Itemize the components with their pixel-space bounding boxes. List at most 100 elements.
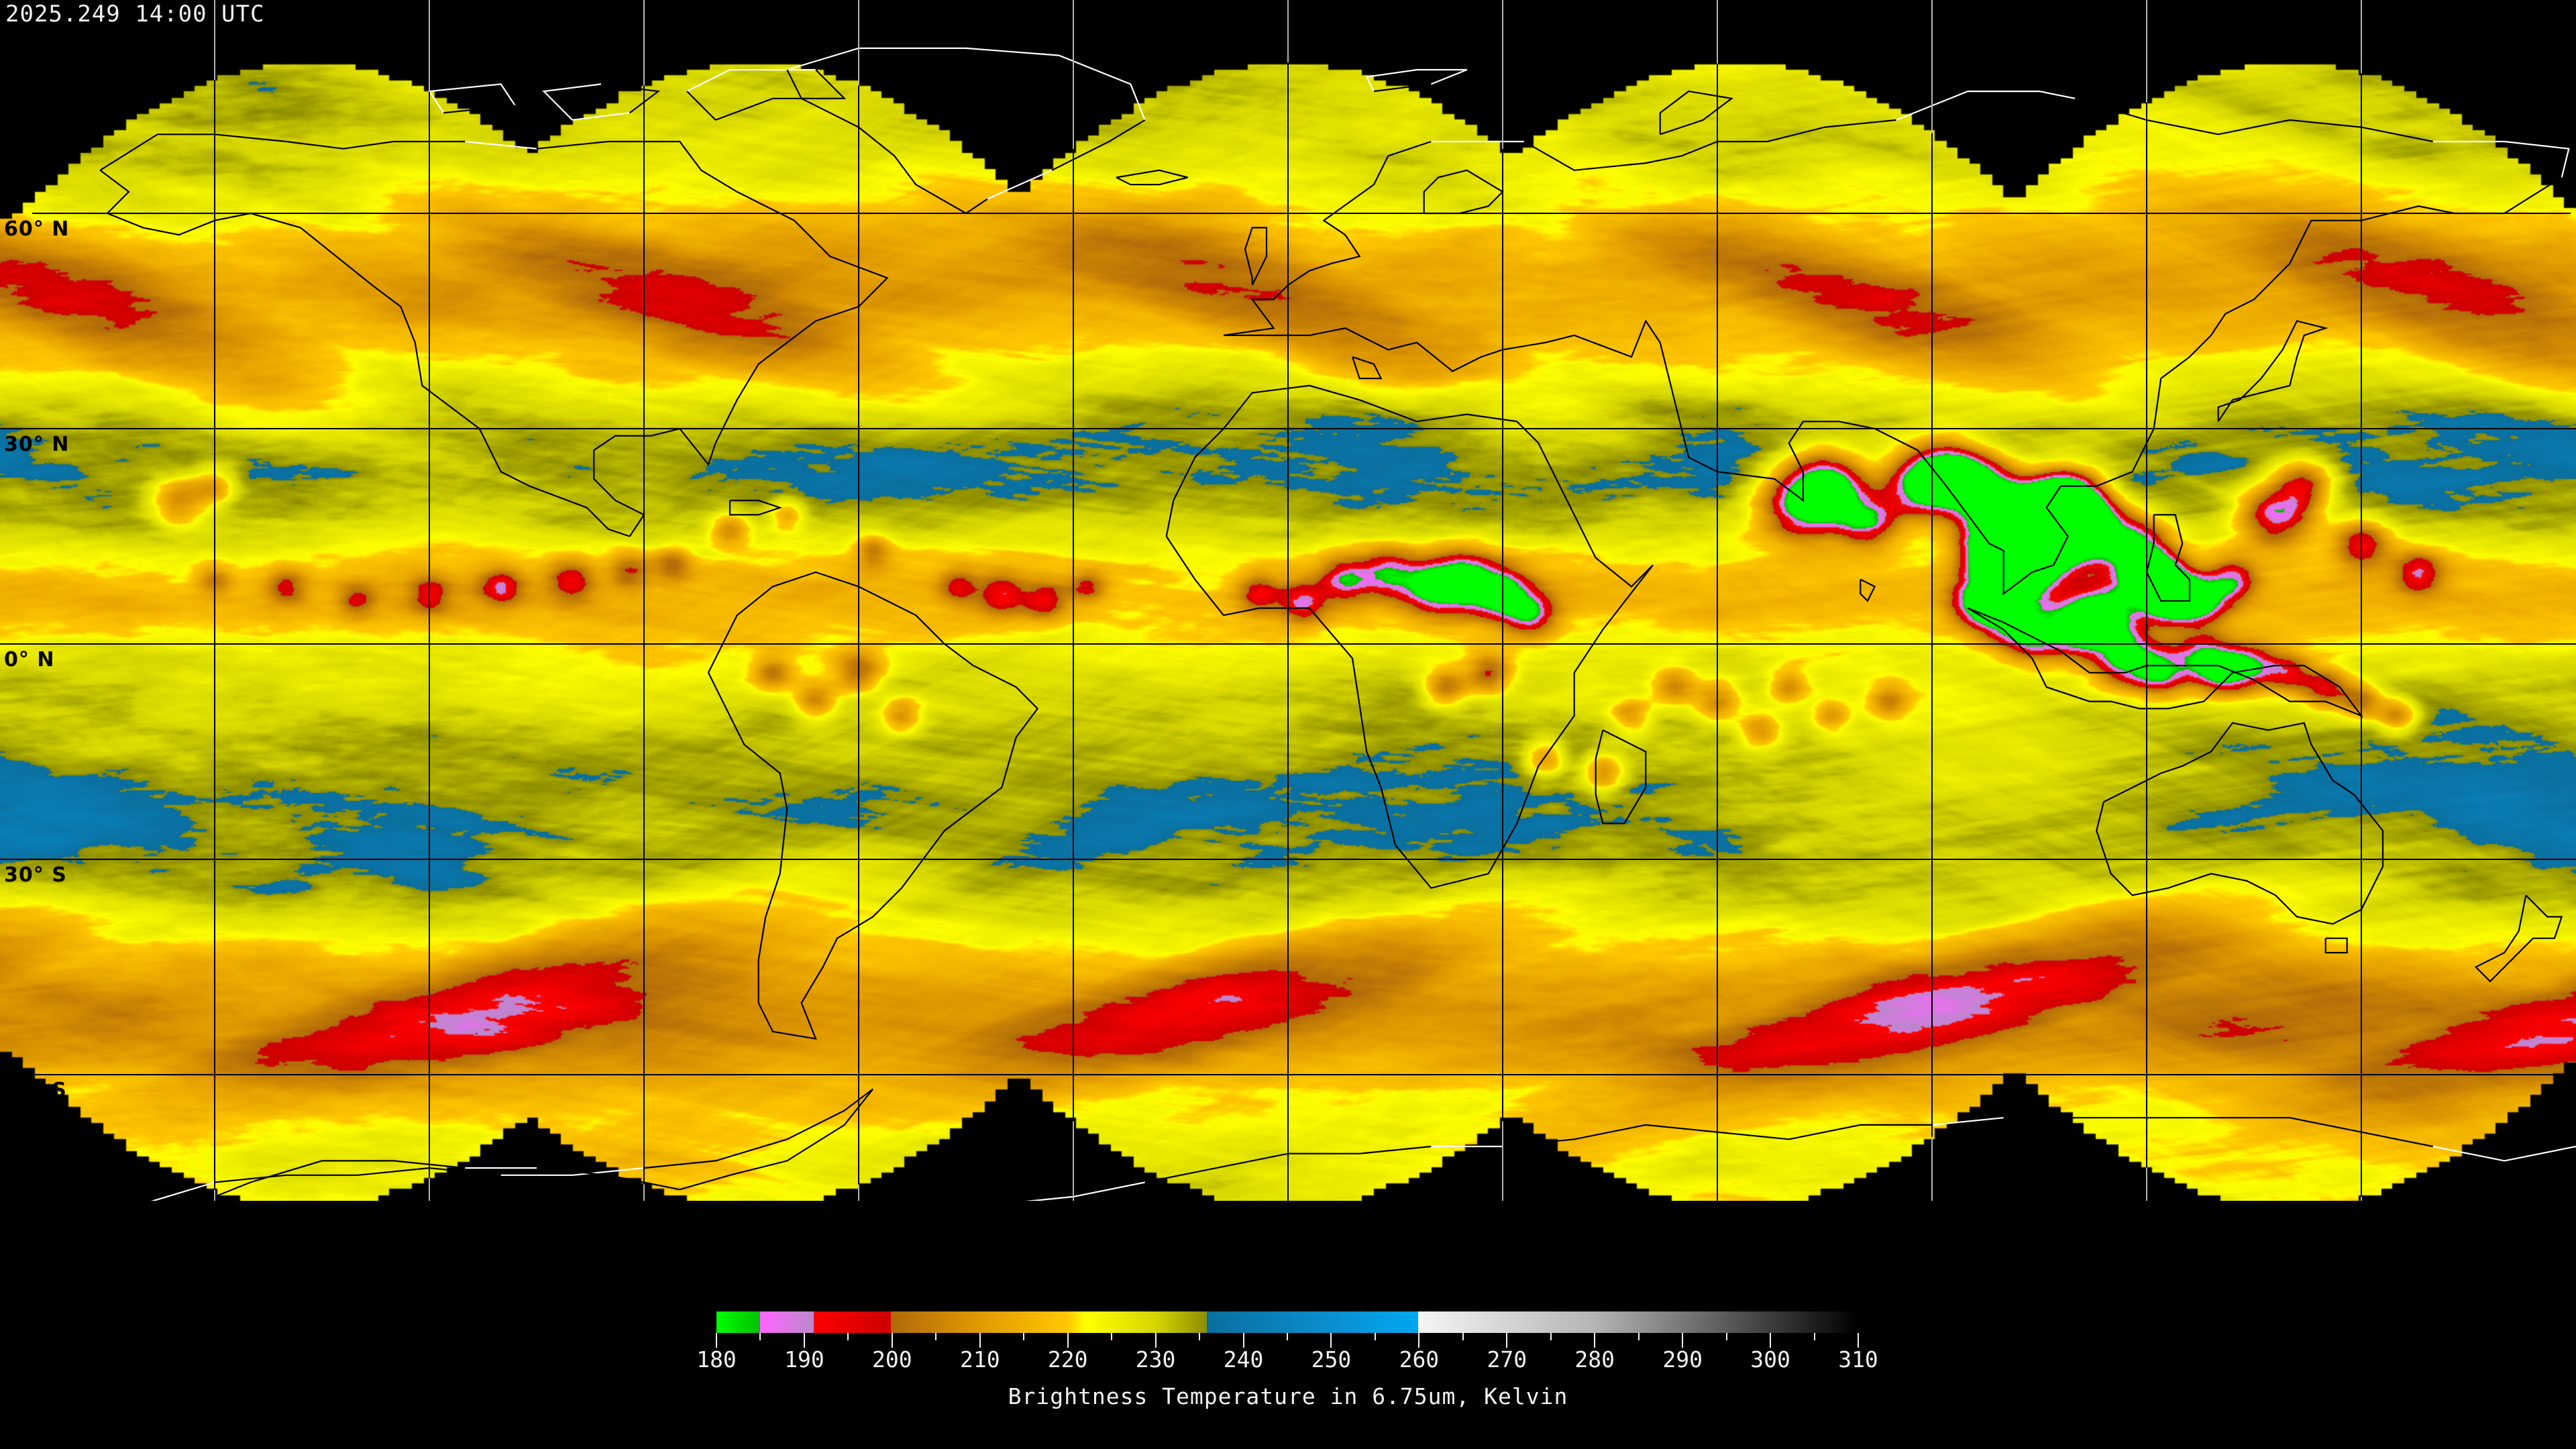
colorbar-segment	[1844, 1311, 1849, 1333]
coastline-path-12	[2474, 894, 2563, 983]
colorbar-segment	[1263, 1311, 1268, 1333]
coastline-path-0	[99, 169, 631, 537]
coastline-path-11	[2324, 937, 2348, 954]
colorbar-segment	[904, 1311, 909, 1333]
colorbar-segment	[1206, 1311, 1211, 1333]
colorbar-segment	[1569, 1311, 1574, 1333]
colorbar-segment	[770, 1311, 775, 1333]
colorbar-minor-tick	[1550, 1333, 1552, 1340]
colorbar-segment	[1388, 1311, 1393, 1333]
coastline-path-13	[1967, 607, 2364, 718]
colorbar-segment	[1186, 1311, 1191, 1333]
colorbar-segment	[894, 1311, 899, 1333]
colorbar-segment	[1515, 1311, 1520, 1333]
colorbar-segment	[804, 1311, 808, 1333]
colorbar-segment	[844, 1311, 849, 1333]
colorbar-segment	[1069, 1311, 1073, 1333]
colorbar-segment	[934, 1311, 939, 1333]
colorbar-segment	[1230, 1311, 1234, 1333]
colorbar-segment	[1710, 1311, 1715, 1333]
colorbar-segment	[1314, 1311, 1319, 1333]
colorbar-minor-tick	[1374, 1333, 1376, 1340]
colorbar-segment	[877, 1311, 882, 1333]
colorbar-segment	[1747, 1311, 1752, 1333]
coastline-path-15	[150, 1181, 215, 1201]
colorbar-minor-tick	[847, 1333, 849, 1340]
colorbar-segment	[1542, 1311, 1547, 1333]
colorbar-segment	[1149, 1311, 1154, 1333]
colorbar-segment	[790, 1311, 795, 1333]
colorbar-segment	[1348, 1311, 1352, 1333]
colorbar-segment	[1375, 1311, 1379, 1333]
colorbar-segment	[1629, 1311, 1634, 1333]
colorbar-segment	[1532, 1311, 1537, 1333]
colorbar-segment	[1129, 1311, 1134, 1333]
colorbar-segment	[928, 1311, 932, 1333]
coastline-path-2	[987, 169, 1053, 200]
colorbar-segment	[931, 1311, 936, 1333]
colorbar-segment	[1331, 1311, 1336, 1333]
colorbar-segment	[1512, 1311, 1517, 1333]
colorbar-segment	[1854, 1311, 1859, 1333]
colorbar-minor-tick	[1199, 1333, 1201, 1340]
colorbar-segment	[884, 1311, 889, 1333]
colorbar-segment	[1479, 1311, 1483, 1333]
colorbar-segment	[1146, 1311, 1150, 1333]
colorbar-segment	[1328, 1311, 1332, 1333]
colorbar-segment	[1804, 1311, 1809, 1333]
colorbar-segment	[1122, 1311, 1127, 1333]
colorbar-segment	[1589, 1311, 1594, 1333]
colorbar-segment	[1442, 1311, 1446, 1333]
colorbar-segment	[733, 1311, 738, 1333]
colorbar-segment	[1273, 1311, 1278, 1333]
coastline-path-15	[536, 1088, 874, 1191]
colorbar-segment	[1707, 1311, 1711, 1333]
colorbar-segment	[1092, 1311, 1097, 1333]
coastline-path-5	[1523, 119, 1896, 171]
colorbar-segment	[1132, 1311, 1137, 1333]
coastline-path-18	[1116, 169, 1188, 186]
colorbar-tick-label: 240	[1223, 1346, 1264, 1373]
colorbar-segment	[985, 1311, 989, 1333]
colorbar-segment	[1807, 1311, 1812, 1333]
colorbar-segment	[1152, 1311, 1157, 1333]
colorbar-segment	[1082, 1311, 1087, 1333]
colorbar-tick-label: 200	[872, 1346, 912, 1373]
colorbar-segment	[998, 1311, 1003, 1333]
colorbar-segment	[975, 1311, 979, 1333]
colorbar-segment	[1421, 1311, 1426, 1333]
colorbar-segment	[1049, 1311, 1053, 1333]
colorbar-segment	[1700, 1311, 1705, 1333]
colorbar-segment	[1730, 1311, 1735, 1333]
colorbar-segment	[1847, 1311, 1852, 1333]
colorbar[interactable]	[716, 1311, 1859, 1333]
colorbar-segment	[988, 1311, 993, 1333]
colorbar-segment	[1727, 1311, 1731, 1333]
colorbar-segment	[830, 1311, 835, 1333]
colorbar-segment	[834, 1311, 839, 1333]
colorbar-segment	[881, 1311, 885, 1333]
colorbar-tick-label: 190	[784, 1346, 824, 1373]
coastline-path-21	[715, 69, 847, 121]
colorbar-segment	[1401, 1311, 1406, 1333]
colorbar-segment	[1381, 1311, 1386, 1333]
colorbar-major-tick	[1682, 1333, 1684, 1348]
colorbar-segment	[1318, 1311, 1322, 1333]
colorbar-segment	[1052, 1311, 1057, 1333]
coastline-path-15	[500, 1167, 645, 1176]
colorbar-segment	[1562, 1311, 1567, 1333]
colorbar-segment	[847, 1311, 852, 1333]
colorbar-segment	[1790, 1311, 1795, 1333]
colorbar-segment	[854, 1311, 859, 1333]
coastline-path-20	[542, 83, 602, 121]
colorbar-segment	[951, 1311, 956, 1333]
colorbar-major-tick	[1858, 1333, 1859, 1348]
map-panel[interactable]	[0, 0, 2576, 1201]
colorbar-segment	[924, 1311, 929, 1333]
coastline-path-5	[2432, 140, 2570, 178]
colorbar-segment	[1777, 1311, 1782, 1333]
colorbar-segment	[1344, 1311, 1349, 1333]
colorbar-segment	[780, 1311, 785, 1333]
colorbar-segment	[874, 1311, 879, 1333]
colorbar-tick-label: 290	[1662, 1346, 1703, 1373]
